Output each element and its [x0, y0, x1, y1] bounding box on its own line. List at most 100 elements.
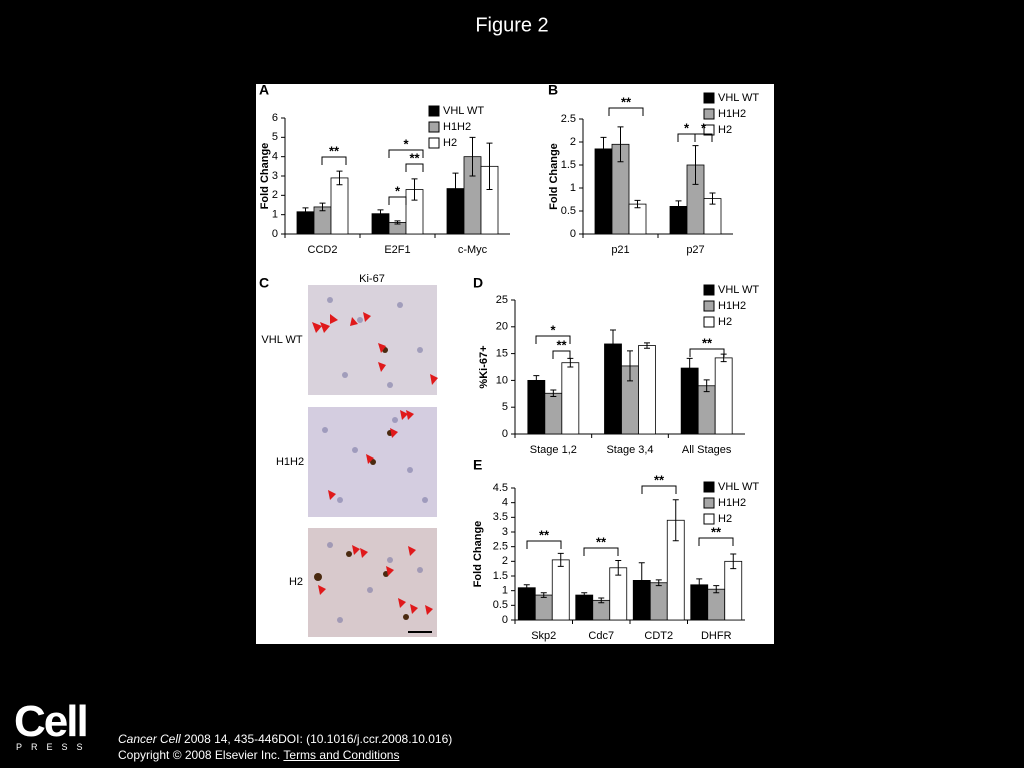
significance-bracket [535, 335, 571, 344]
error-bar [709, 192, 716, 205]
bar [649, 582, 668, 621]
bar [638, 345, 656, 435]
significance-bracket [526, 540, 562, 549]
significance-label: ** [711, 524, 722, 539]
panel-letter: E [473, 457, 482, 473]
y-tick-label: 4.5 [493, 482, 508, 494]
error-bar [469, 136, 476, 177]
error-bar [598, 597, 605, 604]
y-tick-label: 0 [502, 428, 508, 440]
y-tick-label: 0 [272, 228, 278, 240]
legend-label: H2 [718, 316, 732, 328]
journal: Cancer Cell [118, 732, 181, 746]
logo-sub: PRESS [16, 742, 92, 752]
legend-label: VHL WT [718, 92, 759, 104]
significance-label: ** [539, 527, 550, 542]
error-bar [627, 350, 633, 382]
panel-letter: C [259, 275, 269, 291]
significance-label: ** [596, 534, 607, 549]
x-tick-label: Stage 1,2 [530, 444, 577, 456]
error-bar [336, 170, 343, 186]
panel-letter: A [259, 82, 269, 98]
x-tick-label: c-Myc [458, 244, 488, 256]
cell-nuclei [322, 297, 428, 623]
error-bar [675, 200, 682, 213]
y-tick-label: 2 [570, 136, 576, 148]
error-bar [615, 559, 622, 576]
error-bar [617, 126, 624, 163]
bar [592, 599, 611, 621]
significance-bracket [641, 485, 677, 494]
y-axis-label: Fold Change [548, 143, 560, 210]
significance-label: ** [556, 337, 567, 352]
error-bar [672, 499, 679, 542]
panel-c-title: Ki-67 [359, 273, 385, 285]
arrowheads [312, 312, 438, 615]
significance-bracket [698, 537, 734, 546]
legend-swatch [703, 124, 715, 136]
error-bar [523, 584, 530, 592]
y-tick-label: 2.5 [561, 113, 576, 125]
y-tick-label: 15 [496, 348, 508, 360]
significance-bracket [405, 163, 424, 172]
legend-label: H1H2 [718, 497, 746, 509]
y-axis-label: %Ki-67+ [478, 345, 490, 388]
error-bar [411, 178, 418, 201]
y-tick-label: 6 [272, 112, 278, 124]
legend-label: VHL WT [718, 481, 759, 493]
error-bar [557, 552, 564, 567]
significance-bracket [321, 156, 347, 165]
bar [330, 177, 349, 235]
significance-bracket [552, 350, 571, 359]
row-label: VHL WT [261, 334, 302, 346]
legend-swatch [428, 137, 440, 149]
significance-bracket [694, 133, 713, 142]
error-bar [686, 357, 693, 379]
y-axis-label: Fold Change [472, 521, 484, 588]
legend-swatch [703, 92, 715, 104]
x-tick-label: E2F1 [384, 244, 410, 256]
figure: Figure 2 A B C D E Ki-67 VHL WT H1H2 H2 … [256, 14, 774, 644]
x-tick-label: CCD2 [308, 244, 338, 256]
significance-label: * [403, 136, 409, 151]
error-bar [703, 379, 710, 393]
bar [594, 148, 613, 235]
error-bar [730, 553, 737, 570]
error-bar [377, 209, 384, 219]
error-bar [638, 562, 645, 599]
y-tick-label: 4 [502, 497, 508, 509]
x-tick-label: All Stages [682, 444, 732, 456]
legend-swatch [703, 481, 715, 493]
significance-label: ** [621, 94, 632, 109]
significance-bracket [608, 107, 644, 116]
y-tick-label: 1 [272, 209, 278, 221]
x-tick-label: DHFR [701, 630, 732, 642]
copyright-line: Copyright © 2008 Elsevier Inc. Terms and… [118, 748, 399, 762]
y-tick-label: 0 [502, 614, 508, 626]
slide-title: Figure 2 [475, 14, 548, 36]
panel-letter: D [473, 275, 483, 291]
significance-label: * [395, 183, 401, 198]
terms-link[interactable]: Terms and Conditions [283, 748, 400, 762]
error-bar [581, 592, 588, 598]
y-tick-label: 2 [272, 189, 278, 201]
logo: Cell [14, 697, 89, 746]
bar [697, 385, 716, 435]
bar [724, 560, 743, 621]
y-tick-label: 3 [502, 526, 508, 538]
y-tick-label: 5 [272, 131, 278, 143]
row-label: H2 [289, 576, 303, 588]
y-tick-label: 1.5 [561, 159, 576, 171]
y-tick-label: 0.5 [561, 205, 576, 217]
bar [534, 594, 553, 621]
legend-label: H2 [718, 124, 732, 136]
x-tick-label: Skp2 [531, 630, 556, 642]
y-tick-label: 2.5 [493, 541, 508, 553]
y-tick-label: 0.5 [493, 599, 508, 611]
legend-label: H1H2 [443, 121, 471, 133]
legend-label: H2 [718, 513, 732, 525]
micrographs [308, 285, 438, 637]
y-tick-label: 25 [496, 294, 508, 306]
error-bar [644, 342, 650, 349]
error-bar [302, 207, 309, 217]
